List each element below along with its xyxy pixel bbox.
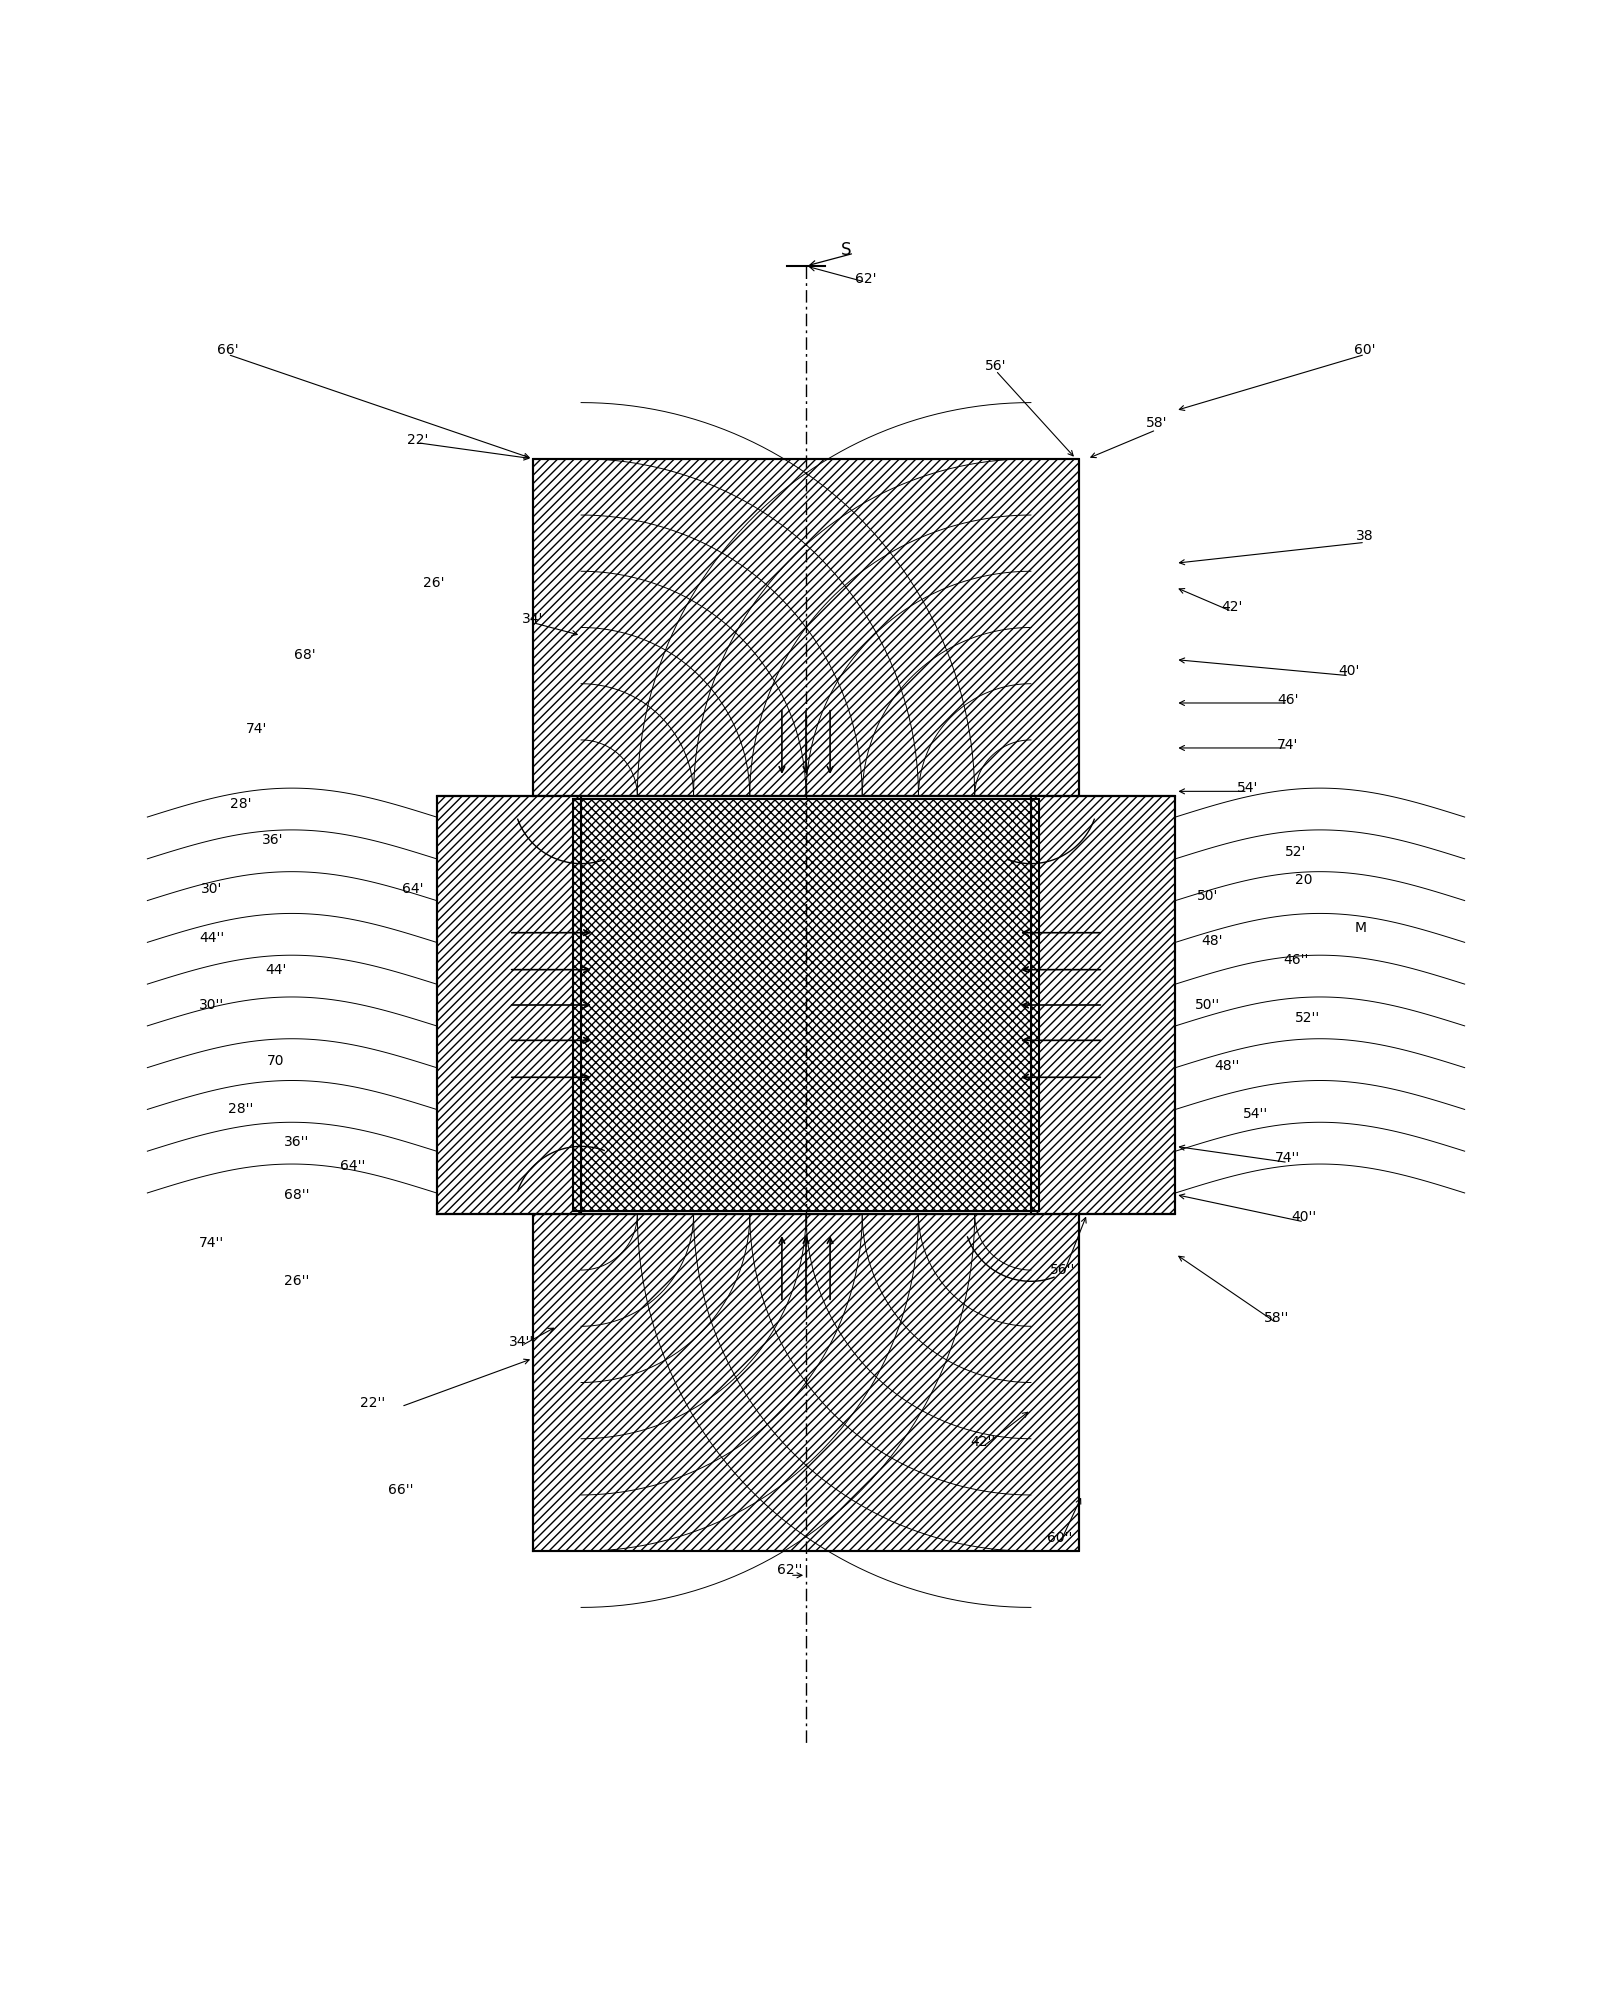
Text: 48': 48' [1201, 935, 1224, 949]
Text: 68': 68' [293, 647, 316, 661]
Text: 64': 64' [401, 882, 424, 896]
Text: 30': 30' [202, 882, 222, 896]
Text: S: S [841, 241, 851, 259]
Text: 60': 60' [1354, 342, 1375, 356]
Text: 22': 22' [406, 432, 427, 446]
Bar [534, 458, 1078, 796]
Text: 66'': 66'' [388, 1483, 414, 1497]
Text: 42'': 42'' [970, 1435, 995, 1449]
Text: 74'': 74'' [198, 1236, 224, 1250]
Text: 34': 34' [522, 613, 543, 627]
Text: 62'': 62'' [777, 1564, 803, 1578]
Text: 70: 70 [268, 1053, 285, 1067]
Text: 62': 62' [854, 271, 877, 285]
Text: 26'': 26'' [284, 1274, 310, 1288]
Text: 40': 40' [1338, 663, 1359, 677]
Text: 64'': 64'' [340, 1158, 366, 1172]
Text: 66': 66' [218, 342, 239, 356]
Text: 40'': 40'' [1291, 1210, 1317, 1224]
Text: 20: 20 [1296, 872, 1312, 886]
Bar [572, 800, 1040, 1210]
Text: 22'': 22'' [359, 1397, 385, 1411]
Text: 56': 56' [985, 358, 1006, 372]
Text: 26': 26' [422, 575, 443, 589]
Text: 30'': 30'' [198, 999, 224, 1011]
Text: 28'': 28'' [227, 1101, 253, 1116]
Text: 48'': 48'' [1214, 1059, 1240, 1073]
Text: 46': 46' [1277, 693, 1299, 708]
Bar [1032, 796, 1175, 1214]
Bar [437, 796, 580, 1214]
Text: 58': 58' [1146, 416, 1167, 430]
Text: 68'': 68'' [284, 1188, 310, 1202]
Text: 74': 74' [247, 722, 268, 736]
Text: 44': 44' [266, 963, 287, 977]
Text: 34'': 34'' [509, 1335, 534, 1349]
Text: 74'': 74'' [1275, 1150, 1301, 1164]
Text: 44'': 44'' [198, 931, 224, 945]
Text: 74': 74' [1277, 738, 1299, 752]
Text: 50': 50' [1198, 888, 1219, 902]
Text: 56'': 56'' [1051, 1262, 1075, 1276]
Bar [534, 1214, 1078, 1552]
Text: 50'': 50'' [1194, 999, 1220, 1011]
Text: 52': 52' [1285, 846, 1307, 860]
Text: 38: 38 [1356, 529, 1373, 543]
Text: 36'': 36'' [284, 1134, 310, 1148]
Text: 54'': 54'' [1243, 1108, 1269, 1122]
Text: 52'': 52'' [1294, 1011, 1320, 1025]
Text: M: M [1354, 921, 1367, 935]
Text: 42': 42' [1220, 599, 1243, 613]
Text: 46'': 46'' [1283, 953, 1309, 967]
Text: 36': 36' [261, 832, 284, 846]
Text: 54': 54' [1236, 782, 1259, 796]
Text: 58'': 58'' [1264, 1311, 1290, 1325]
Text: 28': 28' [231, 798, 251, 812]
Text: 60'': 60'' [1048, 1532, 1072, 1546]
